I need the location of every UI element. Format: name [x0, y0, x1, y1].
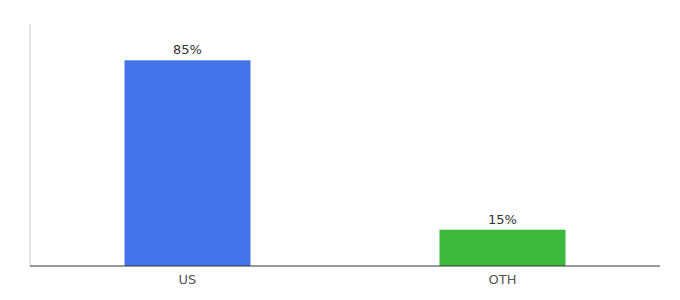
x-tick-label: US	[179, 272, 197, 287]
x-axis-line	[30, 266, 660, 267]
bar	[440, 230, 566, 266]
bar	[125, 60, 251, 266]
data-label: 15%	[488, 212, 517, 227]
x-tick-label: OTH	[489, 272, 517, 287]
y-axis-line	[30, 24, 31, 266]
chart-container: US OTH 85% 15%	[0, 0, 680, 300]
chart-svg: US OTH 85% 15%	[0, 0, 680, 300]
data-label: 85%	[173, 42, 202, 57]
bars	[125, 60, 566, 266]
